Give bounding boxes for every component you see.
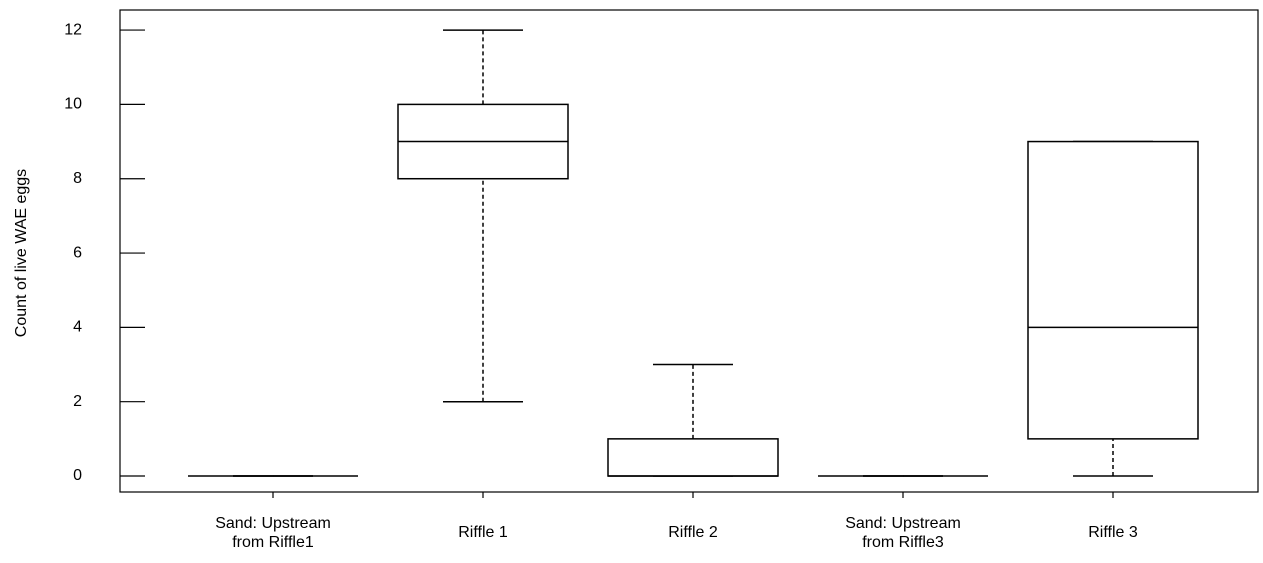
y-tick-label: 10 <box>64 96 82 113</box>
box <box>1027 140 1199 440</box>
y-axis-label: Count of live WAE eggs <box>13 169 30 337</box>
y-tick-label: 12 <box>64 21 82 38</box>
x-tick-label: Sand: Upstream from Riffle3 <box>845 515 961 551</box>
x-tick-label: Sand: Upstream from Riffle1 <box>215 515 331 551</box>
x-tick-label: Riffle 2 <box>668 524 718 541</box>
x-tick-label: Riffle 3 <box>1088 524 1138 541</box>
x-tick-label: Riffle 1 <box>458 524 508 541</box>
y-tick-label: 8 <box>73 170 82 187</box>
box <box>607 438 779 477</box>
plot-frame <box>119 9 1259 493</box>
y-tick-label: 2 <box>73 393 82 410</box>
y-tick-label: 6 <box>73 244 82 261</box>
y-tick-label: 0 <box>73 467 82 484</box>
y-tick-label: 4 <box>73 319 82 336</box>
